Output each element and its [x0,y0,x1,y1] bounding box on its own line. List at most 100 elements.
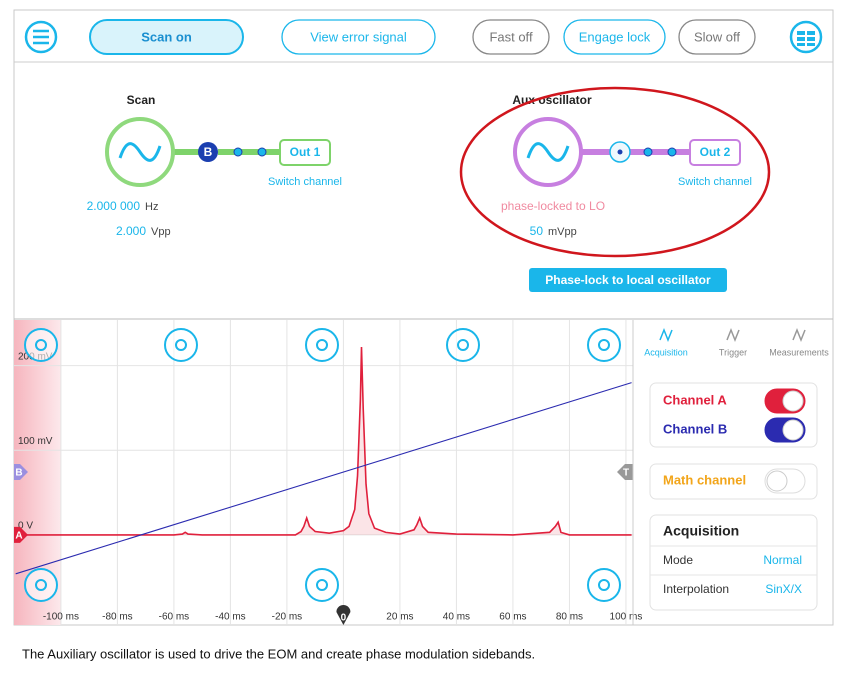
trigger-marker [617,464,633,480]
x-tick-label: -60 ms [159,612,190,623]
toggle[interactable] [764,417,806,443]
button-shape [89,19,244,55]
scan-amplitude-unit: Vpp [151,226,171,238]
link-dot [667,147,677,157]
toggle-knob [766,470,788,492]
scan-switch[interactable]: Switch channel [268,176,342,188]
scope-icon-button[interactable] [164,328,198,362]
x-tick-label: 80 ms [556,612,583,623]
scan-title: Scan [127,93,156,107]
scan-frequency[interactable]: 2.000 000 [87,199,141,213]
button-label: View error signal [310,29,407,44]
caption: The Auxiliary oscillator is used to driv… [22,646,535,661]
math-label: Math channel [663,472,746,487]
menu-icon [33,29,49,45]
button-shape [563,19,666,55]
scope-icon-button[interactable] [305,568,339,602]
tab-icon[interactable] [726,327,740,343]
link-dot [257,147,267,157]
button-shape [472,19,550,55]
toolbar-button[interactable]: Slow off [678,19,756,55]
icon-ring [24,568,58,602]
toolbar-button[interactable]: Engage lock [563,19,666,55]
icon-ring [446,328,480,362]
toolbar-button[interactable]: Scan on [89,19,244,55]
setting-value[interactable]: Normal [763,553,802,567]
x-tick-label: -100 ms [43,612,79,623]
channel-marker [14,526,28,543]
scope-icon-button[interactable] [587,328,621,362]
icon-ring [24,328,58,362]
scope-icon-button[interactable] [587,568,621,602]
tab-icon[interactable] [792,327,806,343]
toggle-knob [782,419,804,441]
tab-label[interactable]: Trigger [719,347,747,357]
x-tick-label: -20 ms [272,612,303,623]
scope-icon-button[interactable] [24,568,58,602]
link-dot [643,147,653,157]
trace-line [15,347,632,536]
x-tick-label: 0 [341,613,347,624]
aux-amplitude-unit: mVpp [548,226,577,238]
tab-label[interactable]: Acquisition [644,347,688,357]
sidebar: Acquisition Trigger Measurements Channel A C… [644,327,829,611]
out1-label: Out 1 [290,145,321,159]
axes: -100 ms -80 ms -60 ms -40 ms -20 ms 0 20 ms 40 … [14,351,642,625]
button-label: Slow off [694,29,740,44]
scope-icon-button[interactable] [24,328,58,362]
aux-switch[interactable]: Switch channel [678,176,752,188]
button-shape [678,19,756,55]
out2-label: Out 2 [700,145,731,159]
button-label: Scan on [141,29,192,44]
setting-name: Interpolation [663,582,729,596]
tab-icon[interactable] [659,327,673,343]
icon-glyph [457,339,469,351]
toolbar-button[interactable]: Fast off [472,19,550,55]
icon-ring [587,568,621,602]
button-label: Engage lock [579,29,651,44]
menu-ring [24,20,58,54]
button-label: Fast off [489,29,533,44]
x-tick-label: 100 ms [610,612,643,623]
phase-lock-button[interactable] [529,268,727,292]
toggle[interactable] [764,468,806,494]
aux-title: Aux oscillator [512,93,592,107]
toggle-knob [782,390,804,412]
channel-marker [14,464,28,480]
layout-icon [797,31,815,46]
icon-glyph [35,339,47,351]
button-shape [281,19,436,55]
icon-glyph [35,579,47,591]
y-tick-label: 100 mV [18,436,53,447]
layout-button[interactable] [789,20,823,54]
icon-ring [164,328,198,362]
out1-box[interactable] [279,139,331,166]
highlight-ellipse [459,86,771,258]
out2-box[interactable] [689,139,741,166]
channel-marker-label: B [15,468,22,479]
scan-frequency-unit: Hz [145,201,158,213]
trace-line [15,382,632,575]
toggle[interactable] [764,388,806,414]
menu-button[interactable] [24,20,58,54]
x-tick-label: 60 ms [499,612,526,623]
setting-value[interactable]: SinX/X [765,582,802,596]
tab-label[interactable]: Measurements [769,347,829,357]
icon-ring [305,568,339,602]
aux-node-dot [617,149,623,155]
icon-ring [587,328,621,362]
toolbar-button[interactable]: View error signal [281,19,436,55]
aux-amplitude[interactable]: 50 [530,224,544,238]
sine-icon [526,142,570,162]
layout-ring [789,20,823,54]
scope-icon-button[interactable] [446,328,480,362]
setting-name: Mode [663,553,693,567]
icon-ring [305,328,339,362]
channel-marker-label: A [15,531,22,542]
scope-icon-button[interactable] [305,328,339,362]
icon-glyph [598,579,610,591]
scan-amplitude[interactable]: 2.000 [116,224,146,238]
